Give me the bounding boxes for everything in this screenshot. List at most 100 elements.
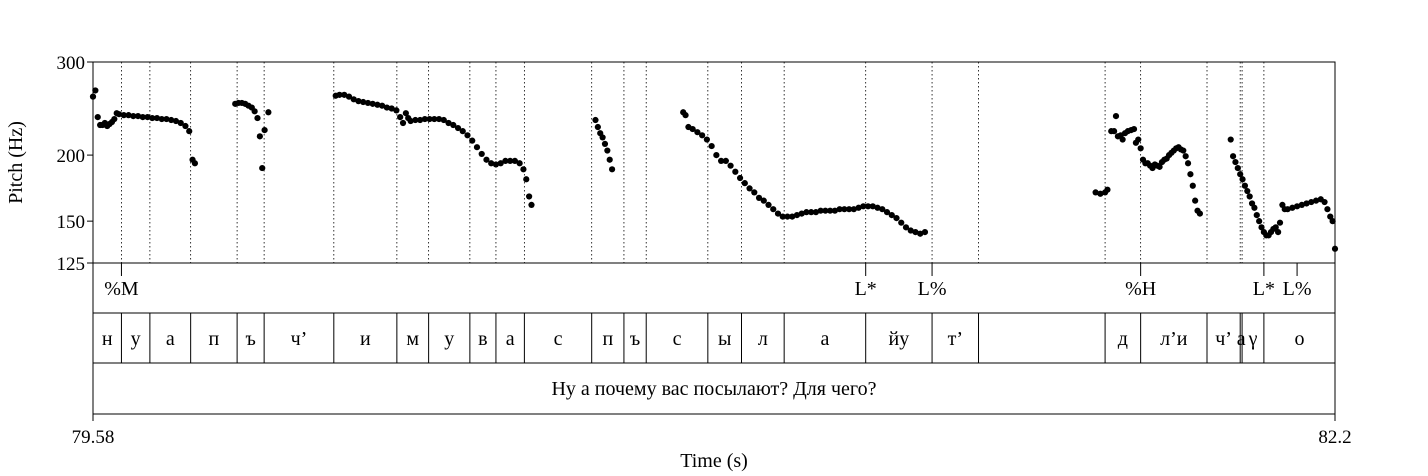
pitch-point xyxy=(869,203,876,210)
x-tick-label: 82.2 xyxy=(1318,427,1351,448)
segment-label: м xyxy=(406,328,419,350)
pitch-point xyxy=(1258,224,1265,231)
pitch-points xyxy=(89,87,1339,252)
tone-label: %M xyxy=(104,278,139,300)
pitch-point xyxy=(120,112,127,119)
pitch-point xyxy=(1276,219,1284,226)
pitch-point xyxy=(1234,164,1241,172)
pitch-point xyxy=(416,116,424,124)
segment-label: н xyxy=(102,328,113,350)
pitch-point xyxy=(431,115,438,123)
pitch-point xyxy=(125,112,132,119)
pitch-point xyxy=(393,107,400,114)
pitch-point xyxy=(1293,203,1301,210)
pitch-point xyxy=(703,136,710,143)
pitch-point xyxy=(177,119,184,127)
pitch-point xyxy=(599,134,606,141)
pitch-point xyxy=(459,128,466,135)
pitch-point xyxy=(445,119,452,127)
pitch-point xyxy=(765,201,772,208)
y-axis-label: Pitch (Hz) xyxy=(5,121,27,204)
y-tick-label: 150 xyxy=(57,212,86,233)
pitch-point xyxy=(369,100,376,107)
pitch-point xyxy=(827,207,834,214)
pitch-point xyxy=(1229,153,1237,160)
pitch-point xyxy=(502,157,509,165)
pitch-point xyxy=(736,174,744,182)
tone-label: %H xyxy=(1125,278,1156,300)
segment-label: а xyxy=(820,328,829,350)
pitch-point xyxy=(182,122,189,130)
pitch-point xyxy=(741,180,748,187)
pitch-point xyxy=(850,206,857,213)
pitch-point xyxy=(893,214,900,222)
pitch-point xyxy=(1321,198,1328,206)
pitch-point xyxy=(1092,189,1099,196)
segment-label: с xyxy=(554,328,563,350)
pitch-point xyxy=(1189,182,1196,189)
pitch-point xyxy=(779,213,786,220)
segment-label: п xyxy=(209,328,220,350)
tone-label: L% xyxy=(1283,278,1312,300)
pitch-point xyxy=(399,119,407,127)
pitch-point xyxy=(364,99,372,107)
pitch-point xyxy=(523,176,530,183)
segment-label: а xyxy=(506,328,515,350)
pitch-point xyxy=(708,142,715,150)
pitch-point xyxy=(879,206,886,213)
pitch-point xyxy=(256,133,263,140)
pitch-point xyxy=(186,128,193,135)
pitch-point xyxy=(1251,204,1258,211)
pitch-point xyxy=(1308,198,1315,206)
pitch-point xyxy=(1097,190,1104,197)
pitch-point xyxy=(907,227,914,234)
pitch-point xyxy=(888,211,895,219)
pitch-point xyxy=(478,150,485,158)
pitch-point xyxy=(1232,158,1239,166)
pitch-point xyxy=(846,206,853,213)
segment-label: ч’ xyxy=(291,328,308,350)
x-tick-label: 79.58 xyxy=(72,427,115,448)
pitch-point xyxy=(1284,206,1291,213)
y-tick-label: 300 xyxy=(57,53,86,74)
pitch-point xyxy=(798,210,805,217)
pitch-point xyxy=(426,115,433,123)
pitch-point xyxy=(1329,218,1336,225)
pitch-point xyxy=(374,101,381,108)
segment-label: в xyxy=(478,328,487,350)
pitch-point xyxy=(450,121,457,129)
pitch-point xyxy=(149,114,156,122)
pitch-point xyxy=(606,156,613,163)
pitch-point xyxy=(251,108,258,115)
pitch-point xyxy=(168,116,175,124)
pitch-point xyxy=(1112,113,1120,120)
pitch-point xyxy=(789,213,796,220)
pitch-point xyxy=(1180,147,1187,154)
pitch-point xyxy=(694,129,701,136)
pitch-point xyxy=(793,211,801,219)
pitch-point xyxy=(497,160,504,167)
pitch-point xyxy=(345,93,353,100)
segment-label: ъ xyxy=(630,328,640,350)
x-axis: 79.58 82.2 xyxy=(72,414,1352,448)
pitch-point xyxy=(601,140,609,147)
pitch-point xyxy=(265,109,272,116)
segment-label: о xyxy=(1294,328,1304,350)
pitch-point xyxy=(516,160,523,167)
pitch-point xyxy=(336,91,343,98)
pitch-point xyxy=(511,157,519,165)
pitch-point xyxy=(492,161,500,168)
pitch-point xyxy=(817,207,824,214)
pitch-point xyxy=(111,115,118,123)
sentence-tier: Ну а почему вас посылают? Для чего? xyxy=(551,378,876,400)
segment-label: ы xyxy=(718,328,731,350)
pitch-point xyxy=(254,114,261,122)
pitch-point xyxy=(115,111,123,118)
pitch-point xyxy=(1110,128,1118,135)
pitch-point xyxy=(412,116,419,124)
segment-label: т’ xyxy=(948,328,963,350)
pitch-point xyxy=(421,115,428,123)
pitch-point xyxy=(1241,182,1249,189)
pitch-point xyxy=(1187,171,1194,178)
pitch-point xyxy=(469,137,476,144)
